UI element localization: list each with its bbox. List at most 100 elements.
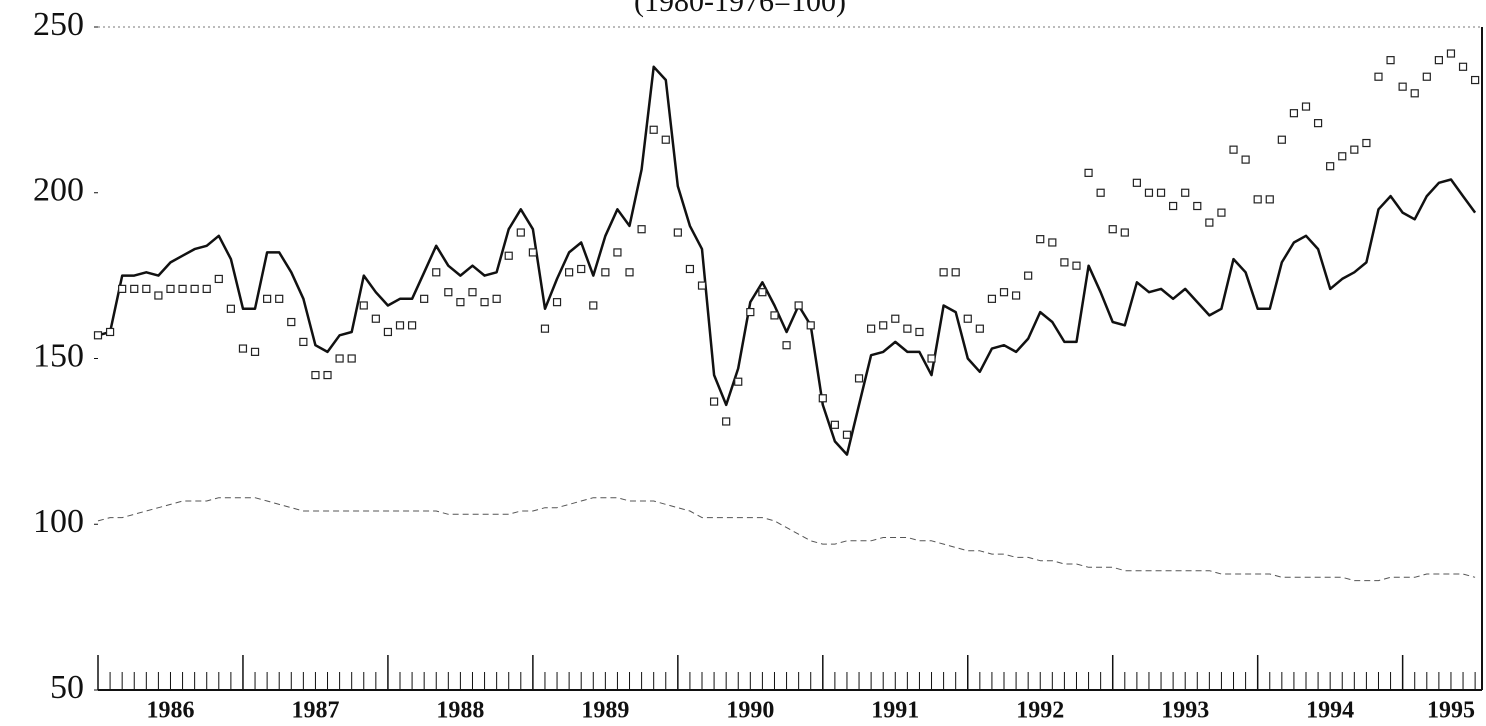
x-tick-label: 1993 bbox=[1161, 698, 1209, 724]
marker bbox=[770, 311, 779, 320]
marker bbox=[1434, 56, 1443, 65]
marker bbox=[1446, 49, 1456, 58]
marker bbox=[1205, 218, 1214, 227]
y-tick-label: 250 bbox=[33, 6, 84, 43]
marker bbox=[1458, 62, 1468, 71]
marker bbox=[697, 281, 707, 290]
marker bbox=[577, 264, 586, 274]
marker bbox=[1024, 271, 1033, 280]
marker bbox=[746, 307, 755, 317]
marker bbox=[311, 370, 320, 380]
marker bbox=[1326, 162, 1335, 171]
marker bbox=[1386, 56, 1395, 65]
marker bbox=[275, 294, 284, 303]
marker bbox=[589, 301, 598, 310]
marker bbox=[1471, 75, 1480, 85]
marker bbox=[999, 288, 1009, 297]
marker bbox=[722, 417, 731, 426]
marker bbox=[1156, 188, 1166, 197]
marker bbox=[565, 268, 574, 277]
marker bbox=[238, 344, 248, 353]
marker bbox=[456, 298, 465, 307]
marker bbox=[794, 301, 803, 310]
marker bbox=[371, 314, 380, 323]
marker bbox=[142, 284, 151, 293]
marker bbox=[1313, 119, 1323, 128]
marker bbox=[842, 430, 852, 439]
marker bbox=[202, 284, 211, 293]
marker bbox=[782, 341, 791, 350]
marker bbox=[323, 370, 332, 380]
marker bbox=[1132, 178, 1141, 187]
marker bbox=[480, 298, 489, 307]
marker bbox=[903, 324, 912, 333]
x-tick-label: 1995 bbox=[1427, 698, 1475, 724]
marker bbox=[1181, 188, 1190, 197]
marker bbox=[661, 135, 670, 144]
marker bbox=[335, 354, 344, 363]
x-tick-label: 1989 bbox=[581, 698, 629, 724]
marker bbox=[105, 327, 115, 337]
marker bbox=[1289, 109, 1299, 118]
marker bbox=[118, 284, 127, 293]
marker bbox=[552, 298, 562, 307]
marker bbox=[1422, 72, 1431, 81]
marker bbox=[214, 274, 223, 284]
marker bbox=[1169, 201, 1178, 211]
marker bbox=[1036, 235, 1045, 244]
marker bbox=[1217, 208, 1226, 217]
chart-title: (1980-1976=100) bbox=[634, 0, 846, 18]
marker bbox=[1229, 145, 1238, 154]
marker bbox=[1048, 238, 1057, 247]
marker bbox=[758, 288, 767, 297]
marker bbox=[891, 314, 900, 323]
marker bbox=[1374, 72, 1383, 81]
marker bbox=[299, 337, 308, 347]
marker bbox=[359, 301, 368, 310]
marker bbox=[649, 125, 658, 134]
marker bbox=[1301, 102, 1311, 111]
marker bbox=[444, 288, 453, 297]
marker bbox=[1277, 135, 1286, 144]
marker bbox=[263, 294, 272, 303]
marker bbox=[734, 377, 743, 386]
x-tick-label: 1991 bbox=[871, 698, 919, 724]
marker bbox=[383, 327, 393, 337]
marker bbox=[927, 354, 936, 363]
marker bbox=[287, 317, 296, 327]
marker bbox=[975, 324, 984, 333]
marker bbox=[1072, 261, 1081, 270]
x-tick-label: 1988 bbox=[436, 698, 484, 724]
marker bbox=[915, 327, 924, 337]
marker bbox=[1398, 82, 1407, 91]
marker bbox=[963, 314, 972, 323]
marker bbox=[601, 268, 610, 277]
x-tick-label: 1990 bbox=[726, 698, 774, 724]
marker bbox=[516, 228, 525, 237]
marker bbox=[806, 321, 815, 330]
marker bbox=[504, 251, 513, 260]
dashed-line bbox=[97, 497, 1476, 582]
marker bbox=[250, 347, 260, 356]
marker bbox=[1362, 138, 1371, 148]
marker bbox=[1241, 155, 1250, 164]
marker bbox=[226, 304, 235, 313]
marker bbox=[468, 288, 477, 297]
marker bbox=[1253, 195, 1262, 204]
marker bbox=[1265, 195, 1274, 204]
marker bbox=[1144, 188, 1154, 197]
marker bbox=[1410, 89, 1419, 98]
y-tick-label: 100 bbox=[33, 503, 84, 540]
x-tick-label: 1987 bbox=[291, 698, 339, 724]
marker bbox=[432, 268, 441, 277]
y-tick-label: 50 bbox=[50, 669, 84, 706]
marker bbox=[637, 225, 646, 234]
marker bbox=[420, 294, 429, 303]
marker bbox=[818, 394, 827, 403]
marker bbox=[528, 248, 537, 257]
marker bbox=[830, 420, 839, 429]
marker bbox=[154, 291, 163, 300]
marker bbox=[1193, 201, 1202, 211]
marker bbox=[613, 248, 622, 257]
